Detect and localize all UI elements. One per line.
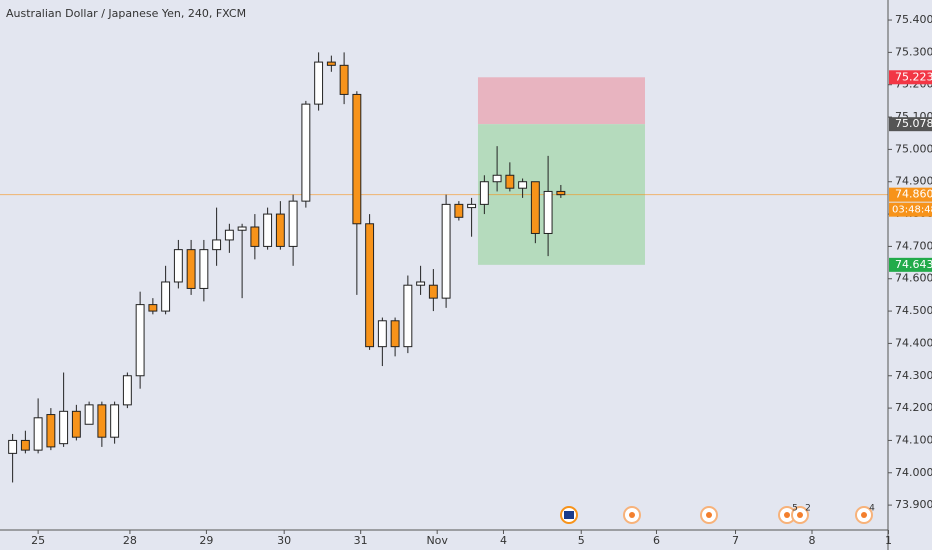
candle-body xyxy=(301,103,311,202)
chart-title: Australian Dollar / Japanese Yen, 240, F… xyxy=(6,7,246,20)
candle-body xyxy=(377,320,387,348)
x-tick-label: 4 xyxy=(500,534,507,547)
candle-body xyxy=(212,239,222,251)
price-badge-label: 74.643 xyxy=(895,258,932,271)
y-tick-label: 74.600 xyxy=(895,272,932,285)
y-tick-label: 75.300 xyxy=(895,45,932,58)
flag xyxy=(564,511,574,519)
candle-body xyxy=(288,200,298,247)
candle-body xyxy=(110,404,120,438)
candle-body xyxy=(454,203,464,218)
candle-body xyxy=(161,281,171,312)
event-icons: 5 2 4 xyxy=(560,504,875,524)
candle-body xyxy=(20,439,30,451)
candle-body xyxy=(326,61,336,66)
candle-body xyxy=(135,304,145,377)
candle-body xyxy=(441,203,451,299)
candle-body xyxy=(492,174,502,183)
x-tick-label: Nov xyxy=(426,534,448,547)
candle-body xyxy=(71,410,81,438)
price-badge xyxy=(889,70,932,85)
x-tick-label: 28 xyxy=(123,534,137,547)
candle-body xyxy=(543,190,553,234)
candle-body xyxy=(505,174,515,189)
candle-body xyxy=(122,375,132,406)
candle-body xyxy=(237,226,247,231)
event-dot xyxy=(629,512,635,518)
price-badge-label: 75.223 xyxy=(895,70,932,83)
candle-body xyxy=(467,203,477,209)
y-tick-label: 74.900 xyxy=(895,175,932,188)
candle-body xyxy=(8,439,18,454)
candle-body xyxy=(314,61,324,105)
y-tick-label: 74.400 xyxy=(895,336,932,349)
y-axis-panel xyxy=(888,0,932,550)
event-count: 4 xyxy=(869,504,875,514)
candle-body xyxy=(250,226,260,247)
candle-body xyxy=(339,64,349,95)
y-tick-label: 74.200 xyxy=(895,401,932,414)
event-count: 2 xyxy=(805,504,811,514)
candle-body xyxy=(416,281,426,286)
price-badge-label: 75.078 xyxy=(895,117,932,130)
event-dot xyxy=(706,512,712,518)
event-dot xyxy=(797,512,803,518)
candle-body xyxy=(428,284,438,299)
x-tick-label: 25 xyxy=(31,534,45,547)
price-badge xyxy=(889,257,932,272)
candle-body xyxy=(352,93,362,225)
event-dot xyxy=(784,512,790,518)
price-badge xyxy=(889,187,932,202)
candle-body xyxy=(518,181,528,189)
candle-body xyxy=(263,213,273,247)
y-tick-label: 74.500 xyxy=(895,304,932,317)
x-tick-label: 30 xyxy=(277,534,291,547)
x-tick-label: 7 xyxy=(732,534,739,547)
price-badge xyxy=(889,117,932,132)
stop-zone xyxy=(477,77,645,125)
candle-body xyxy=(556,190,566,196)
y-tick-label: 73.900 xyxy=(895,498,932,511)
candle-body xyxy=(275,213,285,247)
candle-body xyxy=(84,404,94,425)
candle-body xyxy=(173,249,183,283)
x-tick-label: 5 xyxy=(578,534,585,547)
candle-body xyxy=(530,181,540,234)
countdown-label: 03:48:48 xyxy=(892,205,932,216)
candle-body xyxy=(390,320,400,348)
event-count: 5 xyxy=(792,504,798,514)
countdown-badge xyxy=(889,202,932,217)
y-tick-label: 74.700 xyxy=(895,239,932,252)
candle-body xyxy=(186,249,196,289)
candle-body xyxy=(33,417,43,451)
candle-body xyxy=(46,414,56,448)
candle-body xyxy=(97,404,107,438)
x-tick-label: 29 xyxy=(199,534,213,547)
candle-body xyxy=(365,223,375,348)
x-tick-label: 8 xyxy=(809,534,816,547)
y-tick-label: 74.100 xyxy=(895,433,932,446)
y-tick-label: 75.000 xyxy=(895,142,932,155)
candle-body xyxy=(479,181,489,205)
y-tick-label: 74.000 xyxy=(895,466,932,479)
candle-body xyxy=(59,410,69,445)
x-tick-label: 1 xyxy=(885,534,892,547)
event-dot xyxy=(861,512,867,518)
x-tick-label: 6 xyxy=(653,534,660,547)
x-tick-label: 31 xyxy=(354,534,368,547)
y-tick-label: 75.400 xyxy=(895,13,932,26)
price-badge-label: 74.860 xyxy=(895,188,932,201)
candle-body xyxy=(199,249,209,289)
y-tick-label: 74.300 xyxy=(895,369,932,382)
candle-body xyxy=(148,304,158,312)
candle-body xyxy=(403,284,413,348)
candle-body xyxy=(224,229,234,241)
